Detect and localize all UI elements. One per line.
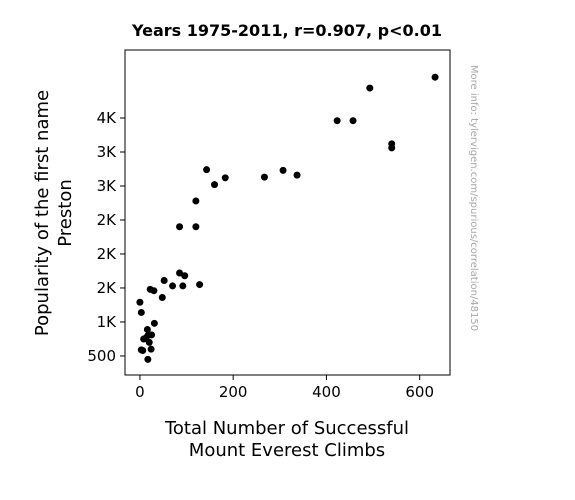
y-tick-label: 4K bbox=[97, 109, 118, 127]
data-point bbox=[147, 345, 155, 353]
data-point bbox=[179, 282, 187, 290]
x-axis: 0 200 400 600 bbox=[135, 375, 434, 401]
data-point bbox=[260, 173, 268, 181]
y-tick-label: 2K bbox=[97, 279, 118, 297]
data-points bbox=[136, 73, 439, 363]
y-tick-label: 1K bbox=[97, 313, 118, 331]
data-point bbox=[137, 308, 145, 316]
data-point bbox=[139, 347, 147, 355]
y-tick-label: 2K bbox=[97, 245, 118, 263]
data-point bbox=[143, 325, 151, 333]
y-tick-label: 3K bbox=[97, 143, 118, 161]
data-point bbox=[158, 293, 166, 301]
data-point bbox=[176, 223, 184, 231]
x-axis-label-line2: Mount Everest Climbs bbox=[189, 440, 385, 461]
watermark-text: More info: tylervigen.com/spurious/corre… bbox=[468, 65, 479, 331]
data-point bbox=[150, 287, 158, 295]
data-point bbox=[366, 84, 374, 92]
y-axis-label-line2: Preston bbox=[55, 179, 76, 246]
data-point bbox=[293, 171, 301, 179]
data-point bbox=[192, 223, 200, 231]
data-point bbox=[181, 272, 189, 280]
y-tick-label: 3K bbox=[97, 177, 118, 195]
data-point bbox=[388, 144, 396, 152]
plot-frame bbox=[124, 49, 451, 376]
y-axis-label-line1: Popularity of the first name bbox=[32, 90, 53, 336]
data-point bbox=[196, 281, 204, 289]
data-point bbox=[176, 269, 184, 277]
x-tick-label: 0 bbox=[135, 383, 145, 401]
data-point bbox=[431, 73, 439, 81]
data-point bbox=[333, 117, 341, 125]
data-point bbox=[203, 166, 211, 174]
chart-title: Years 1975-2011, r=0.907, p<0.01 bbox=[131, 21, 442, 40]
data-point bbox=[211, 181, 219, 189]
data-point bbox=[279, 166, 287, 174]
data-point bbox=[169, 282, 177, 290]
y-tick-label: 500 bbox=[87, 347, 116, 365]
data-point bbox=[221, 174, 229, 182]
x-tick-label: 200 bbox=[219, 383, 248, 401]
y-axis: 500 1K 2K 2K 2K 3K 3K 4K bbox=[87, 109, 125, 365]
data-point bbox=[150, 319, 158, 327]
data-point bbox=[136, 298, 144, 306]
data-point bbox=[160, 276, 168, 284]
data-point bbox=[144, 355, 152, 363]
x-axis-label-line1: Total Number of Successful bbox=[164, 418, 409, 439]
data-point bbox=[349, 117, 357, 125]
y-tick-label: 2K bbox=[97, 211, 118, 229]
data-point bbox=[148, 331, 156, 339]
x-tick-label: 600 bbox=[405, 383, 434, 401]
x-tick-label: 400 bbox=[312, 383, 341, 401]
data-point bbox=[192, 197, 200, 205]
data-point bbox=[145, 338, 153, 346]
